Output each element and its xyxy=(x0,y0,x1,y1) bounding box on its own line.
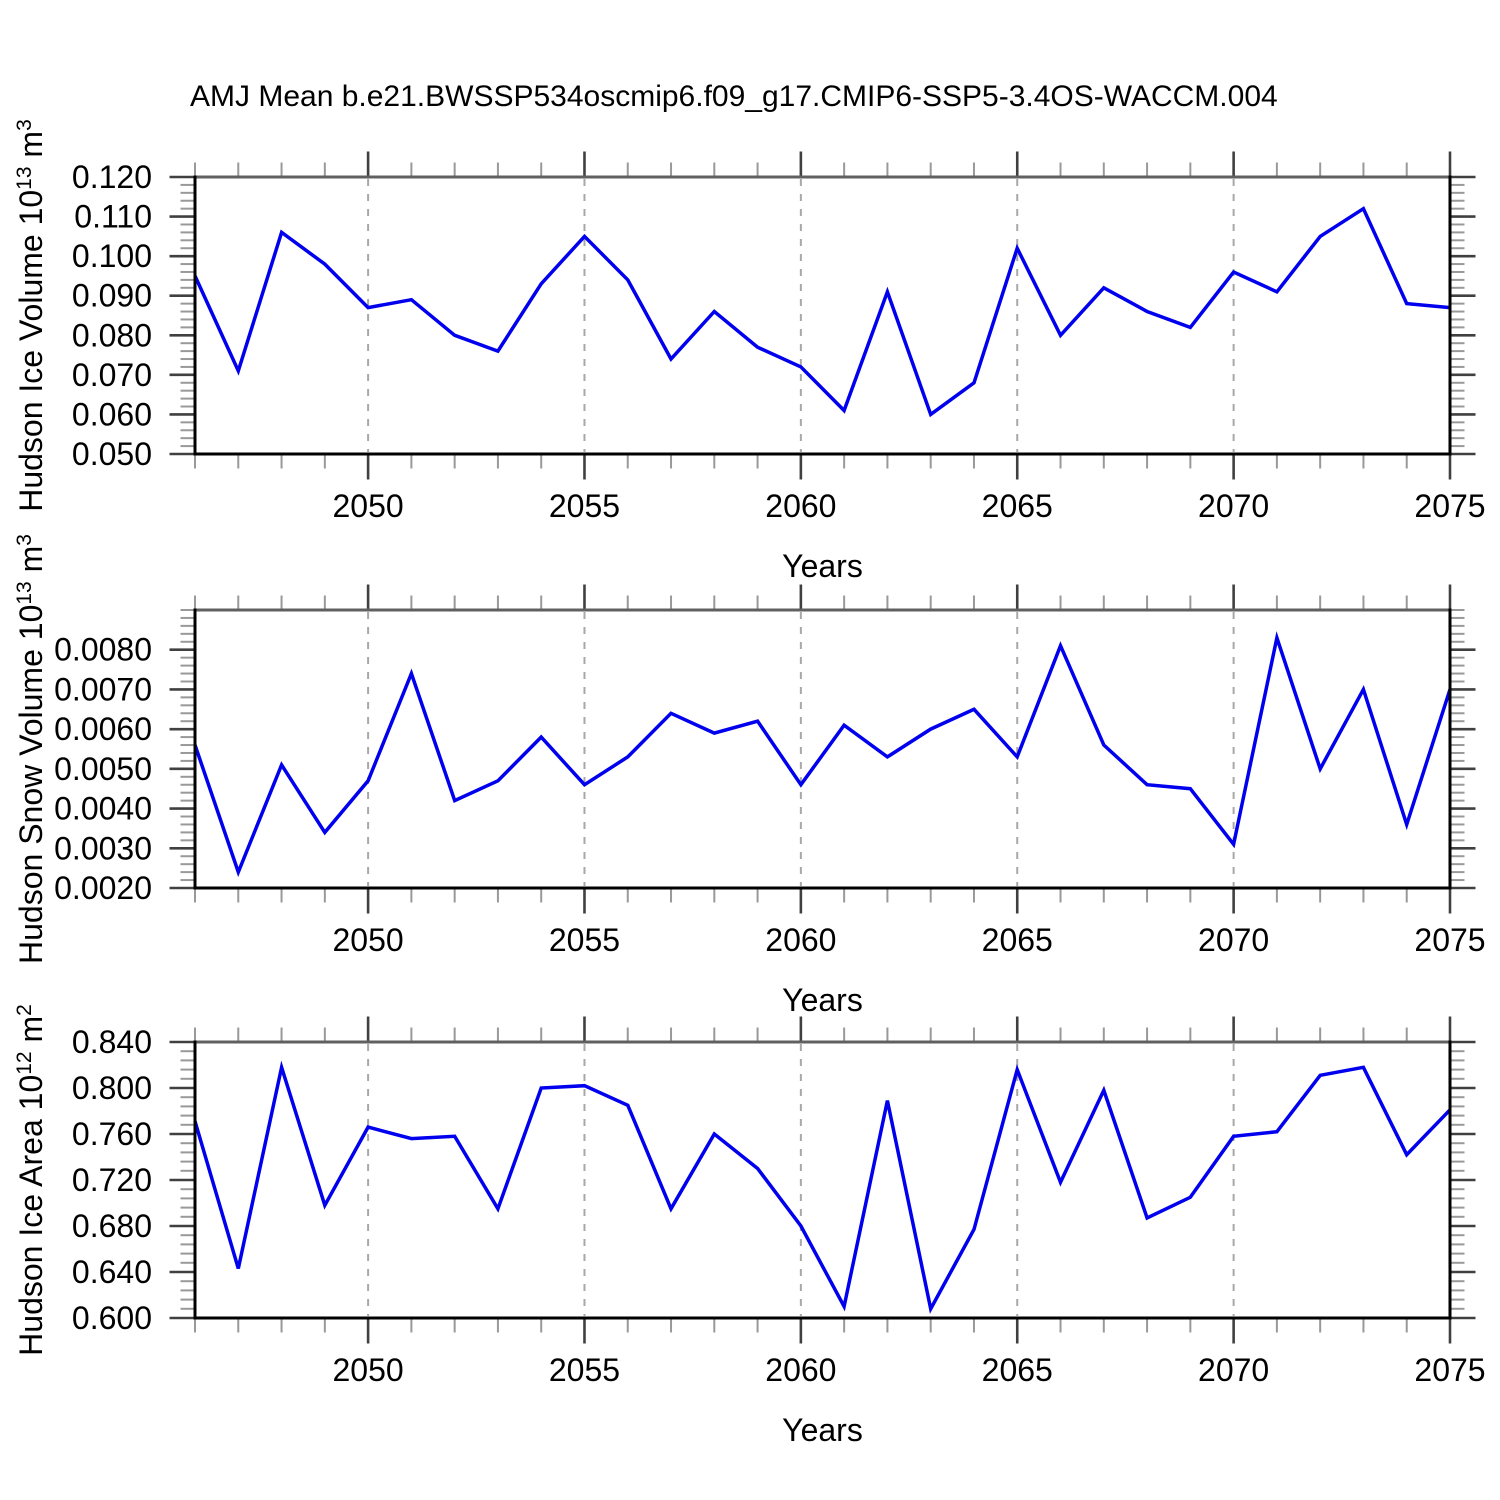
x-tick-label: 2055 xyxy=(549,922,620,958)
series-line xyxy=(193,1060,1452,1314)
y-tick-label: 0.0040 xyxy=(54,791,152,827)
y-tick-label: 0.0020 xyxy=(54,870,152,906)
y-axis-title: Hudson Ice Volume 1013 m3 xyxy=(13,119,49,512)
x-tick-label: 2070 xyxy=(1198,922,1269,958)
y-axis-title: Hudson Snow Volume 1013 m3 xyxy=(13,534,49,964)
x-tick-label: 2060 xyxy=(765,922,836,958)
x-tick-label: 2065 xyxy=(982,922,1053,958)
y-tick-label: 0.680 xyxy=(72,1208,152,1244)
y-tick-label: 0.120 xyxy=(72,159,152,195)
y-tick-label: 0.720 xyxy=(72,1162,152,1198)
y-tick-label: 0.0080 xyxy=(54,632,152,668)
y-tick-label: 0.800 xyxy=(72,1070,152,1106)
y-tick-label: 0.0050 xyxy=(54,751,152,787)
y-tick-label: 0.070 xyxy=(72,357,152,393)
panel-hudson-ice-area: 0.600 0.640 0.680 0.720 0.760 0.800 0.840 2050 2… xyxy=(13,1004,1486,1448)
y-tick-label: 0.110 xyxy=(74,199,152,235)
x-tick-label: 2075 xyxy=(1414,1352,1485,1388)
y-tick-label: 0.0030 xyxy=(54,830,152,866)
plot-title: AMJ Mean b.e21.BWSSP534oscmip6.f09_g17.C… xyxy=(190,80,1278,113)
y-tick-label: 0.0070 xyxy=(54,671,152,707)
series-line xyxy=(193,206,1451,418)
y-tick-label: 0.090 xyxy=(72,278,152,314)
y-tick-label: 0.080 xyxy=(72,317,152,353)
y-tick-label: 0.060 xyxy=(72,396,152,432)
y-tick-label: 0.050 xyxy=(72,436,152,472)
x-tick-label: 2050 xyxy=(333,488,404,524)
x-tick-label: 2060 xyxy=(765,488,836,524)
series-line xyxy=(193,631,1452,878)
x-tick-label: 2070 xyxy=(1198,488,1269,524)
x-axis-title: Years xyxy=(782,548,863,584)
x-axis-title: Years xyxy=(782,1412,863,1448)
x-axis-title: Years xyxy=(782,982,863,1018)
x-tick-label: 2055 xyxy=(549,1352,620,1388)
y-tick-label: 0.0060 xyxy=(54,711,152,747)
y-tick-label: 0.760 xyxy=(72,1116,152,1152)
y-axis-title: Hudson Ice Area 1012 m2 xyxy=(13,1004,49,1356)
y-tick-label: 0.100 xyxy=(72,238,152,274)
y-tick-label: 0.600 xyxy=(72,1300,152,1336)
x-tick-label: 2065 xyxy=(982,1352,1053,1388)
x-tick-label: 2060 xyxy=(765,1352,836,1388)
x-tick-label: 2050 xyxy=(333,922,404,958)
x-tick-label: 2075 xyxy=(1414,488,1485,524)
x-tick-label: 2075 xyxy=(1414,922,1485,958)
x-tick-label: 2055 xyxy=(549,488,620,524)
y-tick-label: 0.640 xyxy=(72,1254,152,1290)
x-tick-label: 2050 xyxy=(333,1352,404,1388)
x-tick-label: 2070 xyxy=(1198,1352,1269,1388)
y-tick-label: 0.840 xyxy=(72,1024,152,1060)
x-tick-label: 2065 xyxy=(982,488,1053,524)
